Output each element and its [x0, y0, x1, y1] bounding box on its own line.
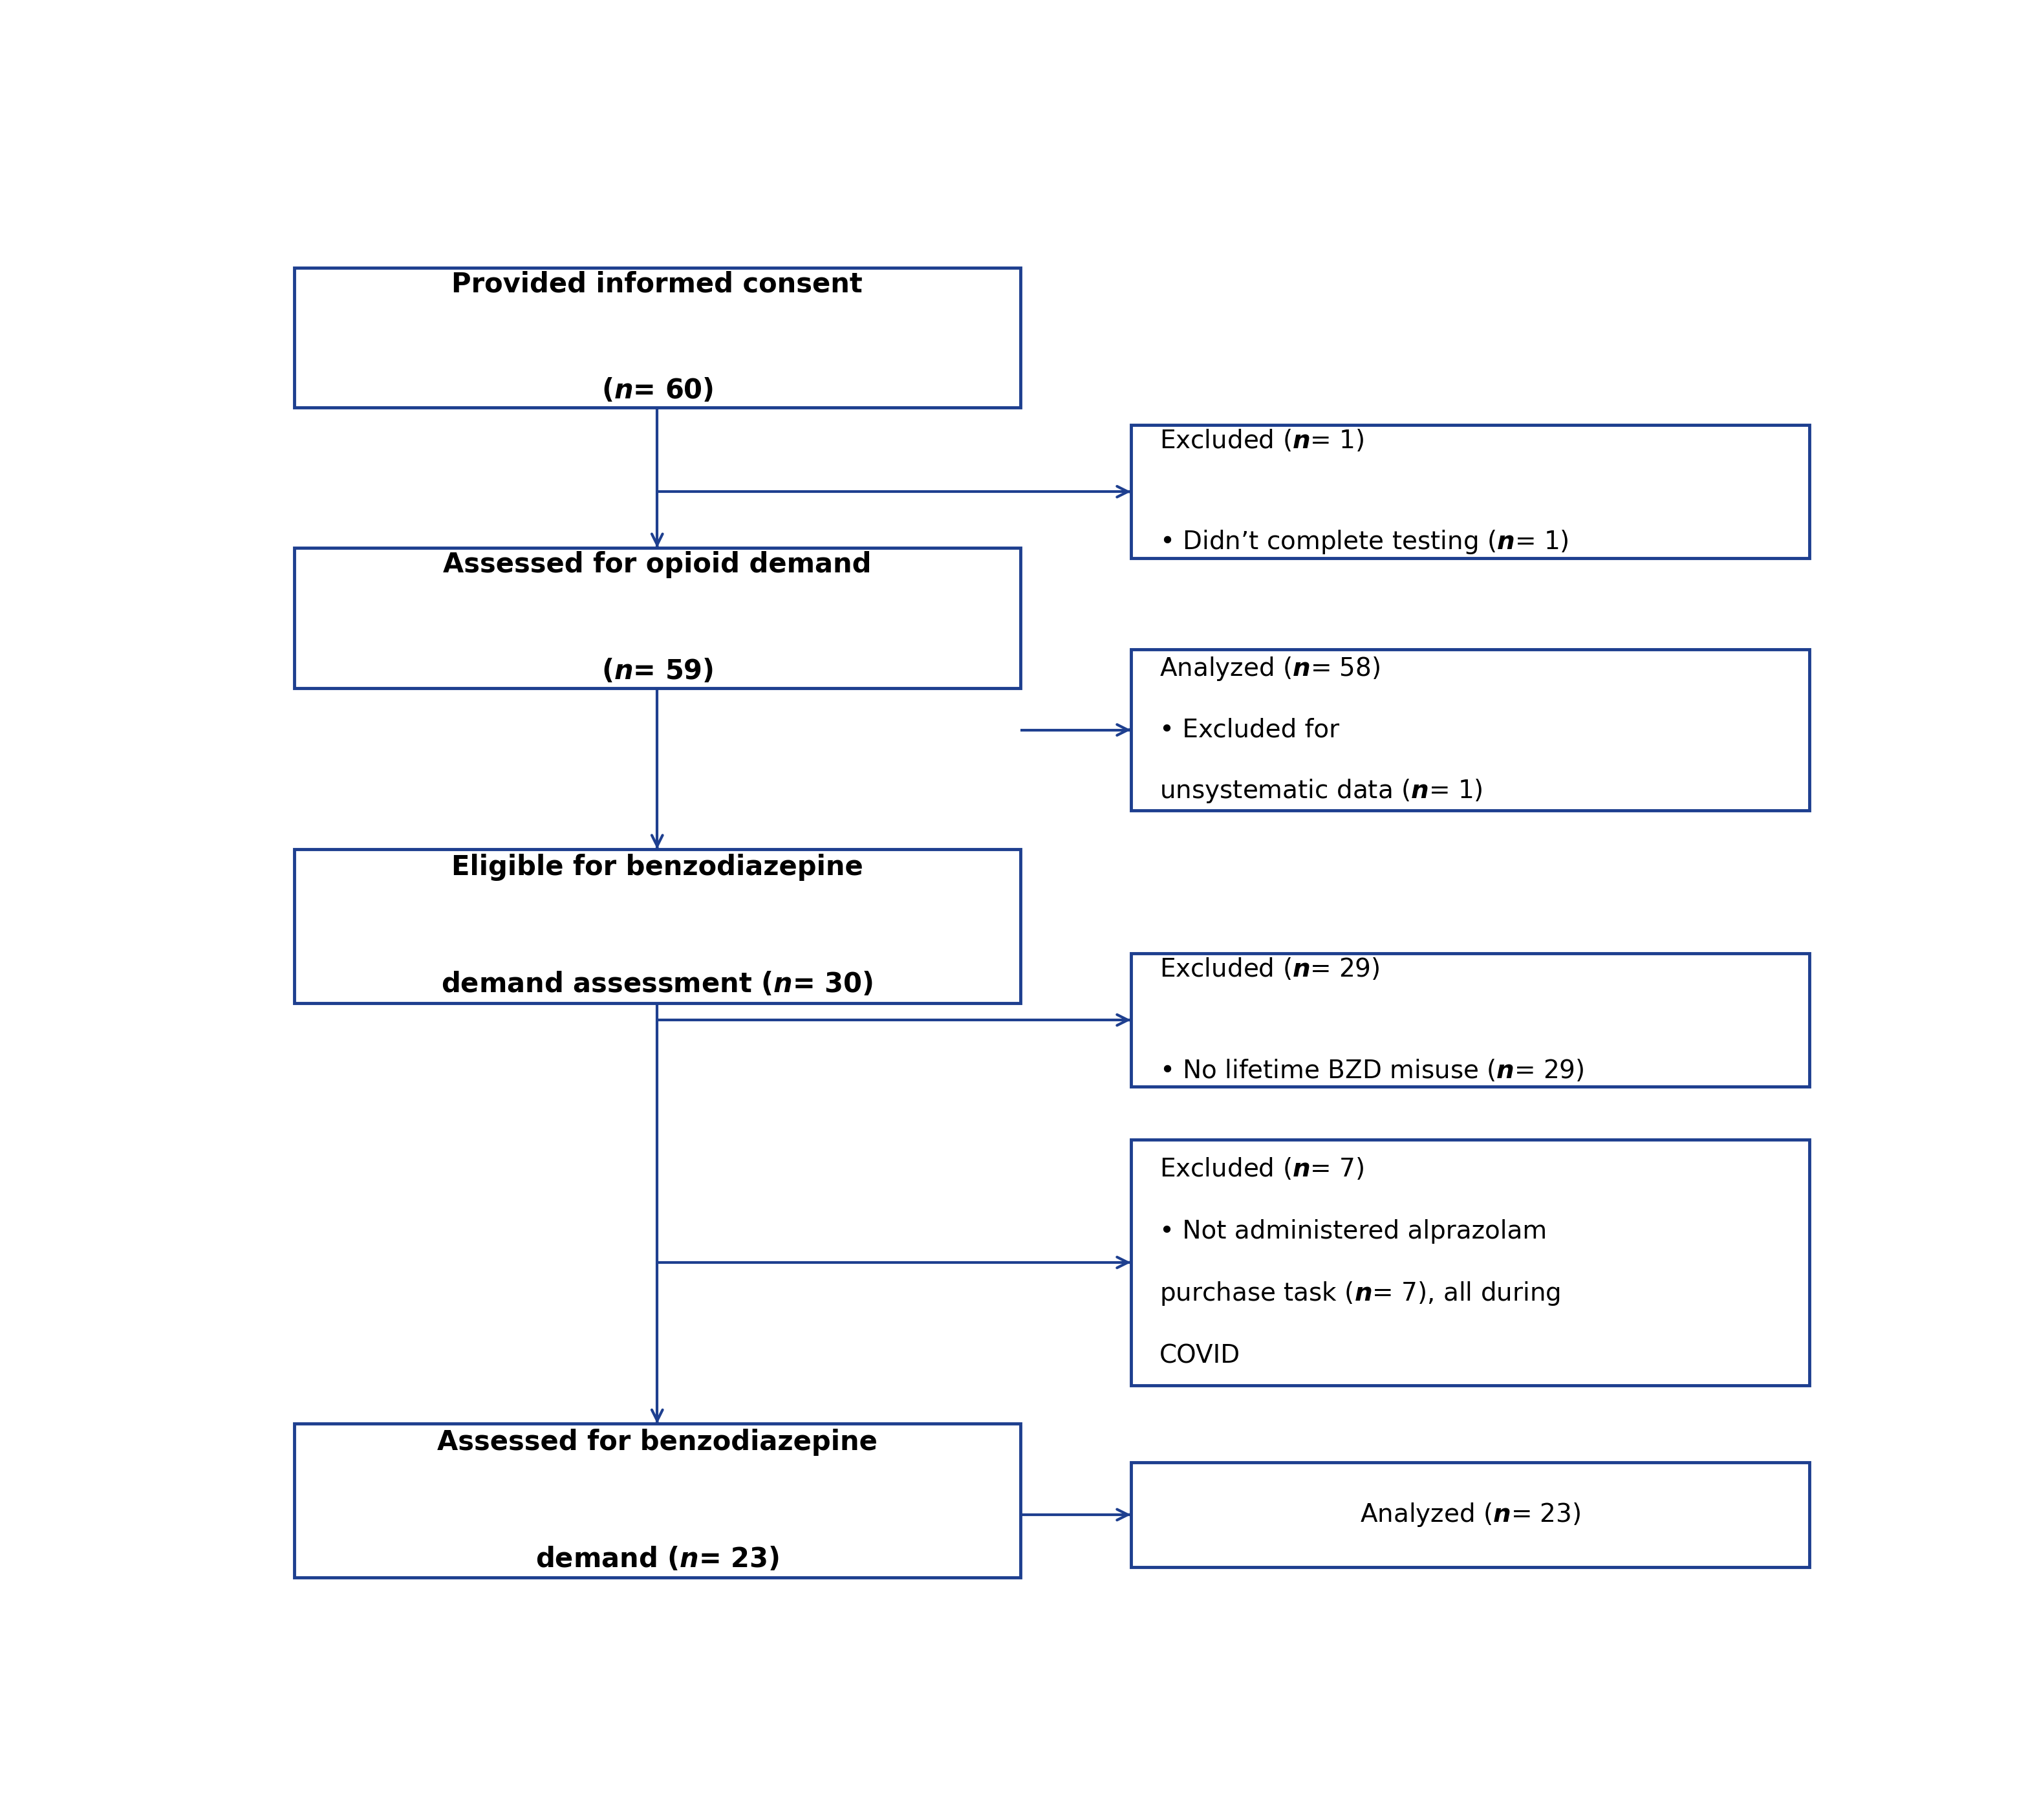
Text: Excluded ($\bfit{n}$= 1): Excluded ($\bfit{n}$= 1)	[1159, 428, 1363, 453]
FancyBboxPatch shape	[1131, 650, 1809, 810]
Text: Eligible for benzodiazepine: Eligible for benzodiazepine	[452, 854, 864, 881]
FancyBboxPatch shape	[293, 1423, 1021, 1578]
FancyBboxPatch shape	[1131, 1139, 1809, 1385]
Text: • Excluded for: • Excluded for	[1159, 717, 1338, 743]
Text: • Not administered alprazolam: • Not administered alprazolam	[1159, 1219, 1546, 1243]
Text: Excluded ($\bfit{n}$= 7): Excluded ($\bfit{n}$= 7)	[1159, 1158, 1363, 1181]
FancyBboxPatch shape	[1131, 1461, 1809, 1567]
Text: demand assessment ($\bfit{n}$= 30): demand assessment ($\bfit{n}$= 30)	[442, 972, 874, 997]
Text: Assessed for benzodiazepine: Assessed for benzodiazepine	[438, 1429, 878, 1456]
FancyBboxPatch shape	[293, 548, 1021, 688]
Text: COVID: COVID	[1159, 1343, 1241, 1369]
Text: Excluded ($\bfit{n}$= 29): Excluded ($\bfit{n}$= 29)	[1159, 957, 1379, 983]
Text: Analyzed ($\bfit{n}$= 23): Analyzed ($\bfit{n}$= 23)	[1361, 1502, 1581, 1529]
Text: purchase task ($\bfit{n}$= 7), all during: purchase task ($\bfit{n}$= 7), all durin…	[1159, 1279, 1560, 1307]
Text: • Didn’t complete testing ($\bfit{n}$= 1): • Didn’t complete testing ($\bfit{n}$= 1…	[1159, 528, 1568, 555]
Text: Provided informed consent: Provided informed consent	[452, 271, 864, 298]
FancyBboxPatch shape	[293, 268, 1021, 408]
FancyBboxPatch shape	[293, 848, 1021, 1003]
Text: demand ($\bfit{n}$= 23): demand ($\bfit{n}$= 23)	[536, 1545, 778, 1572]
FancyBboxPatch shape	[1131, 954, 1809, 1087]
Text: Analyzed ($\bfit{n}$= 58): Analyzed ($\bfit{n}$= 58)	[1159, 655, 1379, 682]
Text: ($\bfit{n}$= 60): ($\bfit{n}$= 60)	[601, 377, 713, 404]
Text: ($\bfit{n}$= 59): ($\bfit{n}$= 59)	[601, 657, 713, 684]
FancyBboxPatch shape	[1131, 426, 1809, 559]
Text: • No lifetime BZD misuse ($\bfit{n}$= 29): • No lifetime BZD misuse ($\bfit{n}$= 29…	[1159, 1057, 1583, 1083]
Text: unsystematic data ($\bfit{n}$= 1): unsystematic data ($\bfit{n}$= 1)	[1159, 777, 1483, 804]
Text: Assessed for opioid demand: Assessed for opioid demand	[442, 551, 872, 579]
